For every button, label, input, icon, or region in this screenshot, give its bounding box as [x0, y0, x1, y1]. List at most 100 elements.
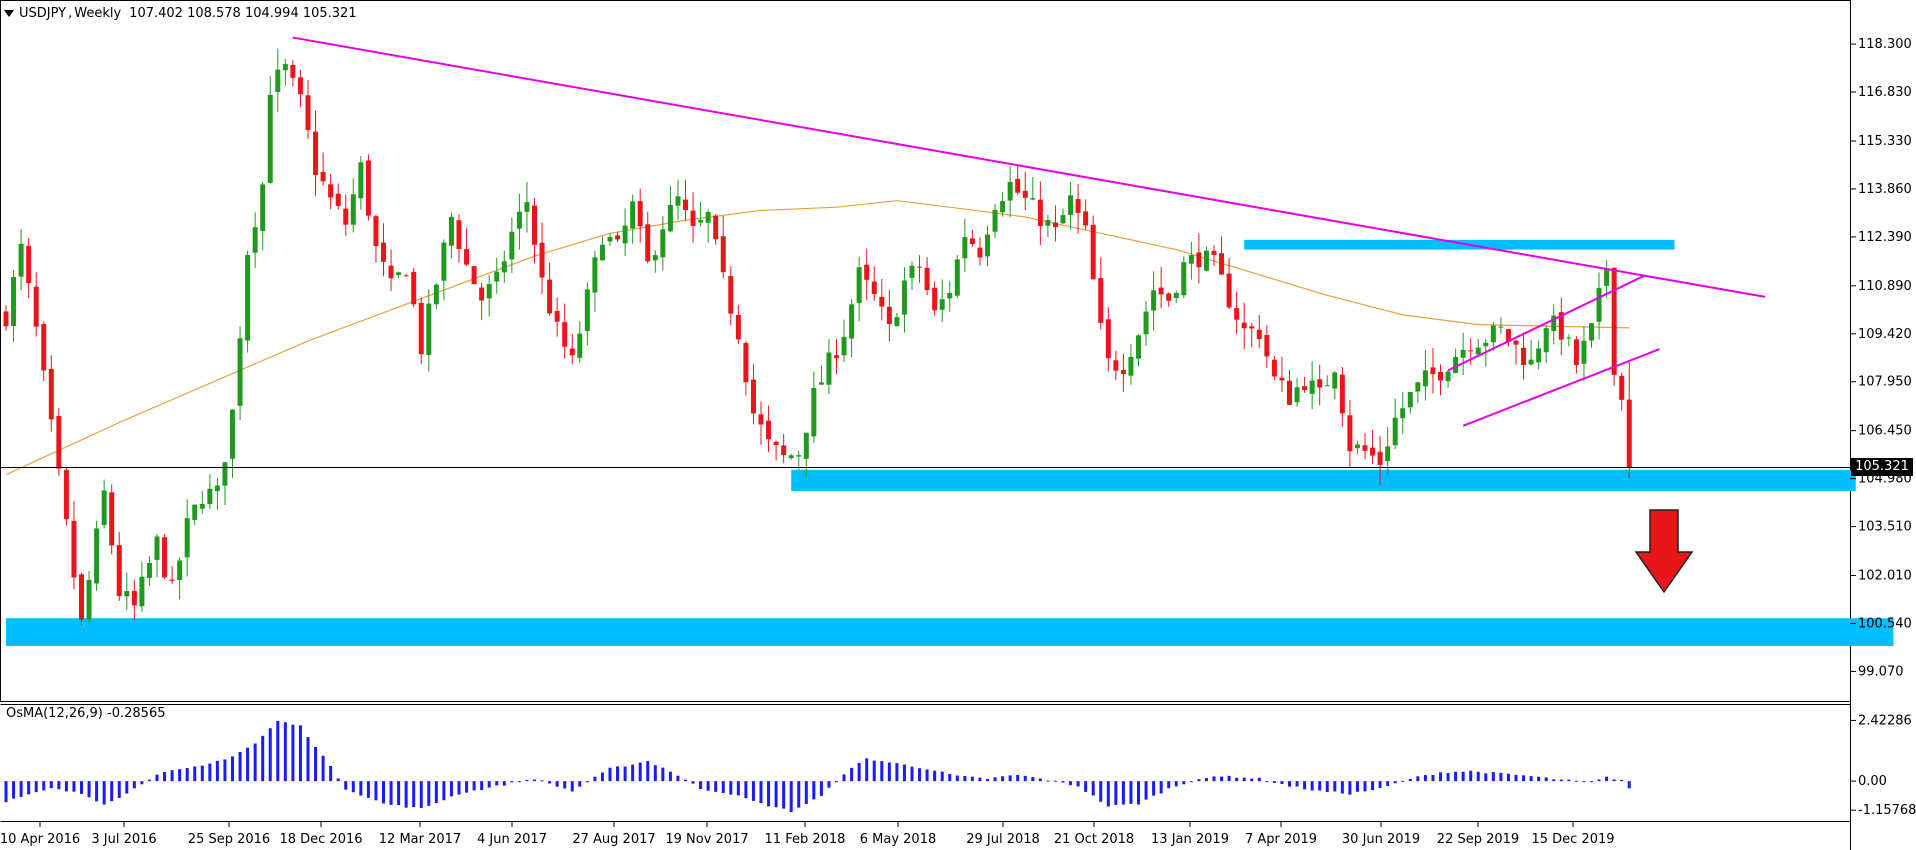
candle-body	[1113, 360, 1119, 371]
time-tick-label: 27 Aug 2017	[572, 832, 655, 847]
candle-body	[1528, 359, 1534, 365]
candle-body	[969, 238, 975, 244]
osma-bar	[533, 779, 536, 782]
osma-bar	[185, 767, 189, 782]
candle-body	[1022, 190, 1028, 198]
candle-body	[207, 488, 213, 505]
candle-body	[743, 343, 749, 383]
osma-bar	[344, 781, 348, 790]
candle-body	[162, 537, 168, 578]
osma-bar	[502, 781, 506, 786]
osma-bar	[1506, 773, 1510, 782]
candle-body	[1188, 255, 1194, 264]
osma-bar	[721, 781, 725, 793]
osc-axis: 2.42286 0.00 -1.15768	[1850, 713, 1916, 818]
osma-bar	[1325, 781, 1329, 792]
candle-body	[479, 287, 485, 301]
candle-body	[18, 243, 24, 277]
candle-body	[1339, 374, 1345, 414]
osma-bar	[1454, 771, 1458, 782]
candle-body	[803, 432, 809, 459]
osma-bar	[510, 781, 514, 783]
osma-bar	[1189, 781, 1193, 783]
osma-bar	[1144, 781, 1148, 800]
osma-bar	[1031, 776, 1035, 782]
time-tick-label: 13 Jan 2019	[1151, 832, 1229, 847]
price-tick-label: 103.510	[1858, 520, 1912, 535]
osma-bar	[1605, 776, 1609, 782]
candle-body	[524, 202, 530, 212]
candle-body	[1573, 339, 1579, 366]
osma-bar	[970, 776, 974, 782]
osma-bar	[1076, 781, 1080, 787]
osma-bar	[366, 781, 370, 798]
candle-body	[373, 216, 379, 246]
osma-bar	[548, 781, 552, 784]
price-tick-label: 113.860	[1858, 182, 1912, 197]
candles-layer	[3, 48, 1632, 626]
candle-body	[1203, 250, 1209, 271]
osma-bar	[1537, 776, 1541, 782]
candle-body	[1604, 268, 1610, 286]
candle-body	[1151, 290, 1157, 311]
osma-bar	[1001, 776, 1005, 782]
candle-body	[131, 590, 137, 606]
dropdown-triangle-icon[interactable]	[4, 9, 14, 17]
osma-bar	[1514, 774, 1518, 782]
candle-body	[1362, 445, 1368, 451]
candle-body	[1475, 347, 1481, 355]
candle-body	[1536, 348, 1542, 363]
osma-bar	[827, 781, 831, 788]
price-tick-label: 118.300	[1858, 37, 1912, 52]
candle-body	[252, 227, 258, 253]
osma-bar	[449, 781, 453, 797]
osma-bar	[1137, 781, 1140, 805]
osma-bar	[1371, 781, 1375, 791]
time-tick-label: 22 Sep 2019	[1437, 832, 1519, 847]
candle-body	[894, 317, 900, 327]
osma-bar	[42, 781, 46, 791]
osma-bar	[850, 767, 854, 782]
osma-bar	[1084, 781, 1088, 792]
osma-bar	[1582, 781, 1586, 783]
price-tick-label: 107.950	[1858, 375, 1912, 390]
candle-body	[1037, 199, 1043, 227]
time-tick-label: 25 Sep 2016	[188, 832, 270, 847]
osma-bar	[125, 781, 129, 794]
osma-bar	[517, 781, 521, 783]
candle-body	[781, 445, 787, 456]
candle-body	[532, 205, 537, 245]
candle-body	[977, 247, 983, 258]
candle-body	[199, 503, 205, 509]
candle-body	[1596, 288, 1602, 322]
candle-body	[660, 229, 666, 258]
osma-bar	[1491, 772, 1495, 782]
price-axis: 118.300 116.830 115.330 113.860 112.390 110.8…	[1850, 37, 1912, 679]
candle-body	[3, 311, 9, 327]
candle-body	[388, 265, 394, 279]
candle-body	[773, 441, 779, 445]
candle-body	[735, 315, 741, 340]
candle-body	[652, 255, 658, 261]
candle-body	[433, 284, 439, 305]
candle-body	[599, 244, 605, 261]
osma-bar	[155, 774, 159, 782]
osc-header: OsMA(12,26,9) -0.28565	[6, 706, 165, 721]
osma-bar	[329, 765, 333, 782]
osma-bar	[1280, 781, 1284, 785]
candle-body	[554, 310, 560, 322]
candle-body	[584, 289, 590, 331]
candle-body	[1354, 444, 1360, 449]
osma-bar	[1121, 781, 1125, 805]
candle-body	[856, 267, 862, 303]
candle-body	[1505, 329, 1511, 342]
price-tick-label: 109.420	[1858, 327, 1912, 342]
candle-body	[698, 219, 704, 223]
candle-body	[426, 303, 432, 355]
osma-bar	[404, 781, 408, 808]
candle-body	[788, 455, 794, 459]
osma-bar	[193, 766, 197, 782]
osma-bar	[653, 765, 657, 782]
candle-body	[954, 259, 960, 296]
